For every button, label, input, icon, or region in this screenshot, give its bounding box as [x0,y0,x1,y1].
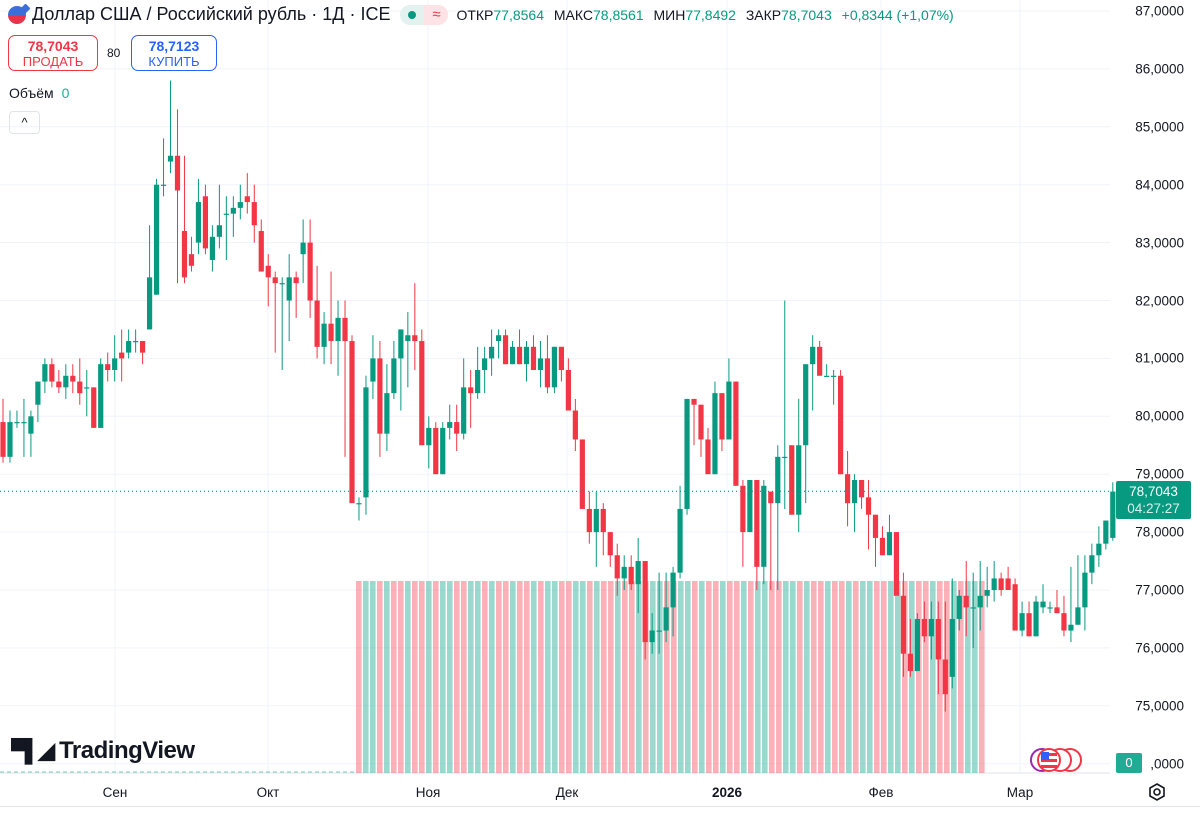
last-price: 78,7043 [1129,484,1178,499]
approx-icon: ≈ [424,4,449,25]
spread-value: 80 [107,46,121,60]
bar-countdown: 04:27:27 [1127,501,1180,516]
price-axis-label: ,0000 [1150,756,1184,772]
buy-label: КУПИТЬ [148,54,200,69]
symbol-title[interactable]: Доллар США / Российский рубль · 1Д · ICE [32,4,391,24]
price-axis-label: 85,0000 [1135,119,1184,135]
price-axis-label: 78,0000 [1135,524,1184,540]
chevron-up-icon: ^ [21,115,28,130]
close-value: 78,7043 [781,6,832,23]
low-label: МИН [653,6,686,23]
buy-price: 78,7123 [148,38,200,54]
price-axis-label: 75,0000 [1135,698,1184,714]
volume-legend[interactable]: Объём 0 [9,85,69,101]
symbol-header: Доллар США / Российский рубль · 1Д · ICE… [8,4,960,25]
usd-rub-flag-icon [8,5,26,24]
tradingview-mark-icon: ▀▌◢ [11,738,55,763]
price-axis-label: 77,0000 [1135,582,1184,598]
collapse-legend-button[interactable]: ^ [9,111,40,134]
price-axis-label: 84,0000 [1135,177,1184,193]
market-open-dot-icon [400,4,425,25]
volume-label: Объём [9,85,54,101]
sell-label: ПРОДАТЬ [22,54,84,69]
price-axis-label: 79,0000 [1135,466,1184,482]
price-axis-label: 87,0000 [1135,3,1184,19]
price-axis-label: 82,0000 [1135,293,1184,308]
high-value: 78,8561 [593,6,644,23]
time-axis-label: Окт [256,785,280,800]
bottom-toolbar-divider [0,806,1200,807]
price-axis-label: 76,0000 [1135,640,1184,656]
economic-events-icon[interactable] [1028,746,1086,774]
price-axis-label: 83,0000 [1135,235,1184,251]
close-label: ЗАКР [745,6,782,23]
price-axis-label: 86,0000 [1135,61,1184,77]
tradingview-logo[interactable]: ▀▌◢ TradingView [11,737,195,765]
time-axis-label: Мар [1006,785,1034,800]
last-price-tag: 78,7043 04:27:27 [1116,481,1191,519]
open-value: 77,8564 [493,6,544,23]
logo-text: TradingView [59,737,195,764]
open-label: ОТКР [456,6,494,23]
high-label: МАКС [553,6,593,23]
ohlc-legend: ОТКР77,8564 МАКС78,8561 МИН77,8492 ЗАКР7… [456,7,959,23]
time-axis-label: Ноя [415,785,441,800]
time-axis-label: Дек [555,785,579,800]
price-axis-label: 81,0000 [1135,350,1184,366]
sell-button[interactable]: 78,7043 ПРОДАТЬ [8,35,98,71]
time-axis-label: Сен [102,785,128,800]
change-value: +0,8344 (+1,07%) [841,6,954,23]
time-axis-label: 2026 [711,785,743,800]
settings-gear-icon[interactable] [1147,782,1167,802]
volume-value: 0 [61,85,70,101]
volume-tag: 0 [1116,753,1142,773]
sell-price: 78,7043 [27,38,79,54]
buy-button[interactable]: 78,7123 КУПИТЬ [131,35,217,71]
time-axis-label: Фев [868,785,894,800]
low-value: 77,8492 [685,6,736,23]
market-status-pill[interactable]: ≈ [400,4,449,25]
price-axis-label: 80,0000 [1135,408,1184,424]
